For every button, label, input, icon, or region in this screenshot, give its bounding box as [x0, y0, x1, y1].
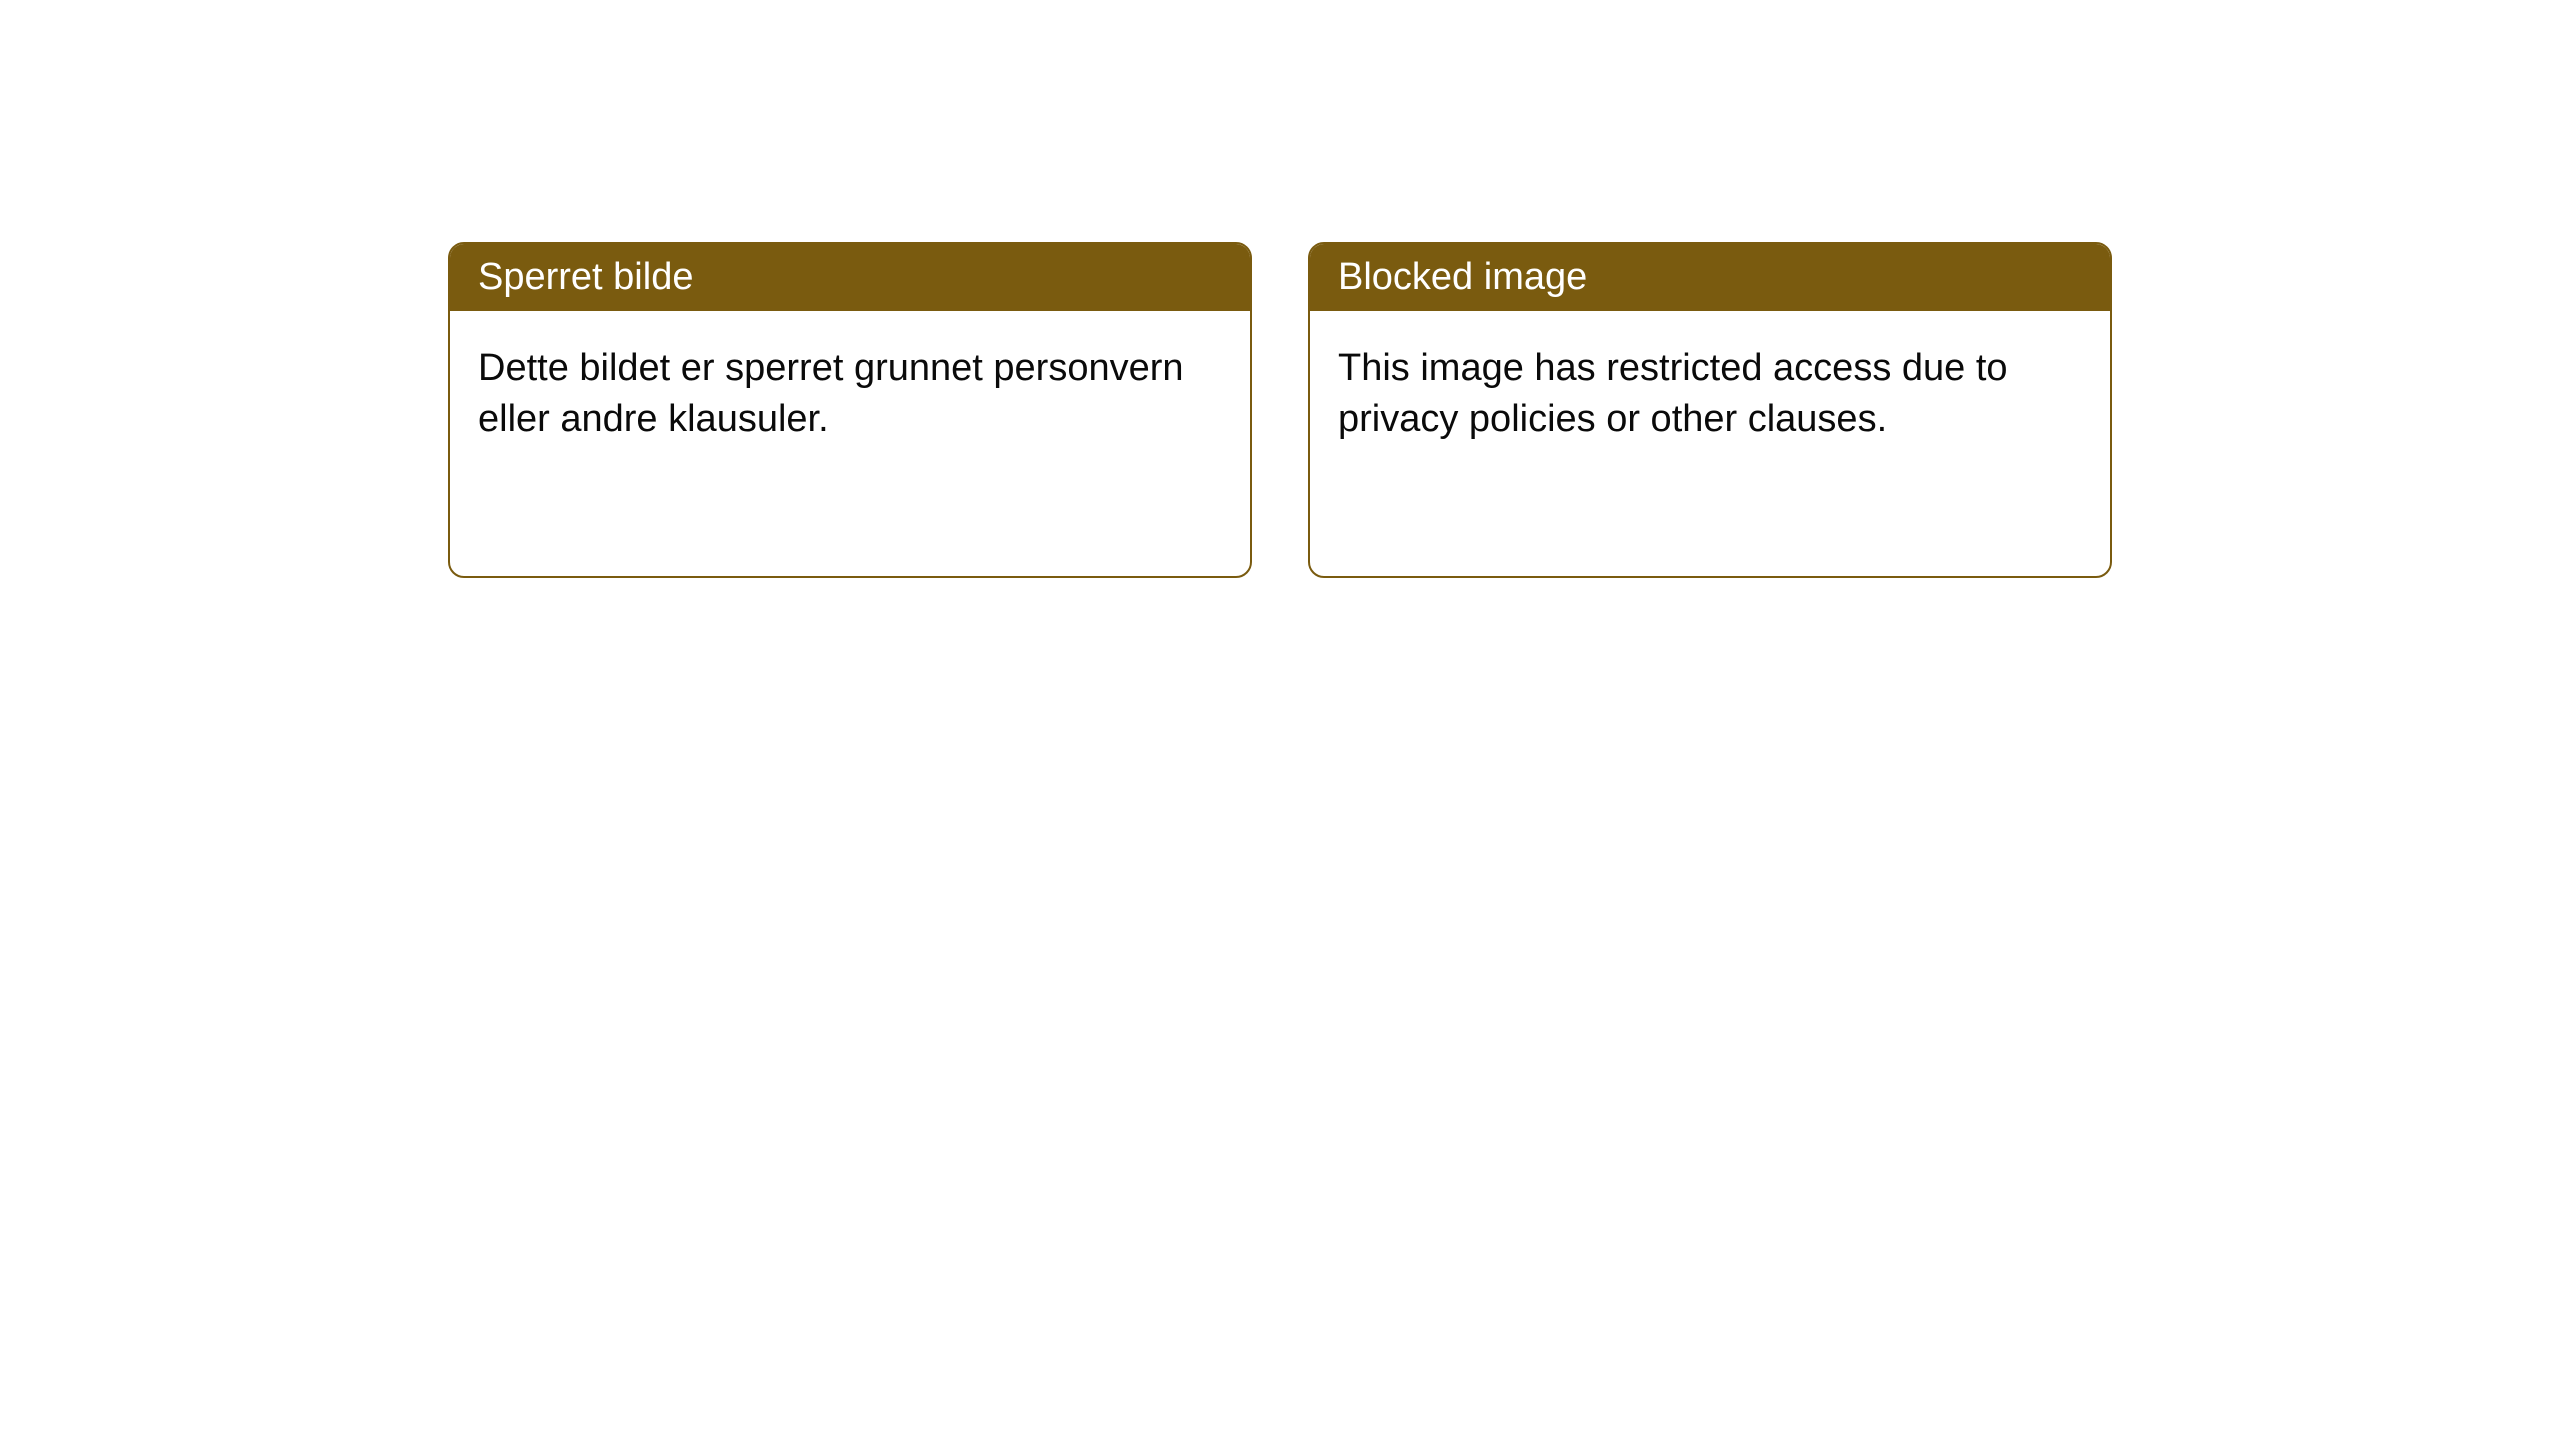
card-body-text: This image has restricted access due to … [1338, 347, 2008, 440]
card-body: This image has restricted access due to … [1310, 311, 2110, 478]
card-title: Blocked image [1338, 256, 1587, 298]
card-body-text: Dette bildet er sperret grunnet personve… [478, 347, 1184, 440]
card-title: Sperret bilde [478, 256, 693, 298]
card-header: Blocked image [1310, 244, 2110, 311]
card-body: Dette bildet er sperret grunnet personve… [450, 311, 1250, 478]
card-header: Sperret bilde [450, 244, 1250, 311]
notice-card-norwegian: Sperret bilde Dette bildet er sperret gr… [448, 242, 1252, 578]
notice-card-english: Blocked image This image has restricted … [1308, 242, 2112, 578]
notice-cards-container: Sperret bilde Dette bildet er sperret gr… [448, 242, 2112, 578]
